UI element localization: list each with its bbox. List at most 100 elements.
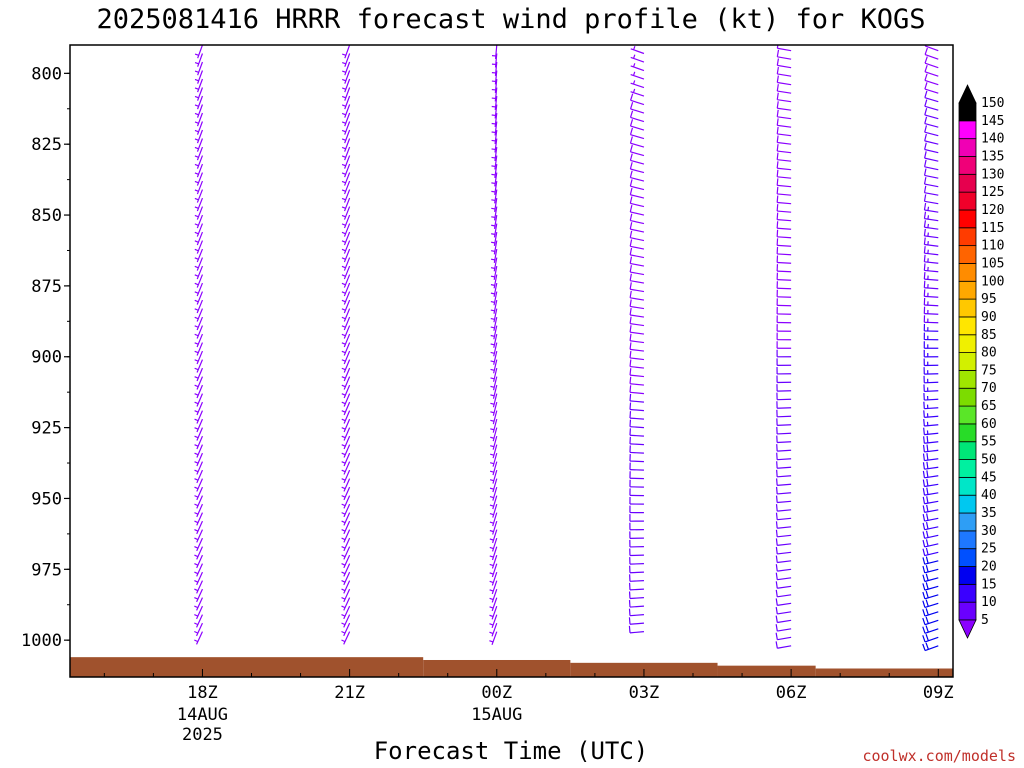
wind-barb [341, 401, 351, 416]
wind-barb [341, 138, 351, 152]
wind-barb [70, 549, 71, 552]
wind-barb [923, 202, 939, 213]
wind-barb [776, 204, 792, 213]
wind-barb [629, 565, 644, 574]
wind-barb [629, 204, 645, 216]
wind-barb [776, 384, 792, 392]
colorbar-swatch [958, 459, 977, 478]
wind-barb [490, 316, 498, 331]
wind-barb [629, 368, 645, 378]
wind-barb [341, 146, 351, 161]
wind-barb [922, 504, 939, 513]
wind-barb [194, 70, 204, 84]
wind-barb [70, 438, 71, 442]
wind-barb [923, 177, 939, 188]
wind-barb [490, 444, 498, 459]
wind-barb [922, 582, 939, 591]
wind-barb [923, 410, 939, 418]
wind-barb [194, 172, 204, 186]
y-tick-label: 900 [31, 348, 62, 368]
wind-barb [776, 298, 792, 307]
wind-barb [194, 486, 203, 501]
wind-barb [491, 70, 498, 85]
wind-barb [341, 257, 351, 271]
wind-barb [775, 598, 792, 606]
wind-barb [70, 370, 71, 374]
wind-barb [341, 529, 351, 543]
wind-barb [629, 428, 644, 437]
wind-barb [341, 214, 351, 229]
wind-barb [70, 404, 71, 408]
wind-barb [629, 385, 645, 395]
wind-barb [629, 213, 645, 225]
wind-barb [341, 580, 351, 594]
wind-barb [341, 163, 351, 178]
wind-barb [194, 605, 203, 620]
wind-barb [629, 350, 645, 361]
x-tick-date: 15AUG [471, 705, 522, 725]
wind-barb [342, 61, 351, 76]
wind-barb [70, 362, 71, 366]
wind-barb [923, 237, 939, 247]
wind-barb [490, 350, 498, 365]
wind-barb [922, 513, 939, 522]
wind-barb [629, 290, 645, 301]
wind-barb [630, 71, 645, 80]
wind-barb [775, 521, 792, 529]
wind-barb [923, 289, 939, 298]
wind-barb [491, 104, 498, 119]
wind-barb [922, 556, 939, 565]
colorbar-label: 10 [981, 595, 997, 610]
wind-barb [341, 614, 351, 628]
wind-barb [194, 520, 203, 535]
wind-barb [776, 341, 792, 349]
wind-barb [70, 379, 71, 383]
colorbar-label: 85 [981, 328, 997, 343]
wind-barb [194, 299, 204, 314]
wind-barb [775, 504, 792, 512]
wind-barb [341, 231, 351, 246]
wind-barb [194, 265, 204, 280]
wind-barb [629, 462, 644, 471]
wind-barb [923, 297, 939, 307]
wind-barb [194, 325, 204, 339]
wind-barb [922, 530, 939, 539]
colorbar-label: 75 [981, 363, 997, 378]
wind-barb [776, 212, 792, 222]
wind-barb [490, 265, 498, 280]
wind-barb [630, 54, 645, 63]
wind-barb [341, 316, 351, 331]
wind-barb [194, 333, 204, 348]
wind-barb [923, 323, 939, 332]
wind-barb [629, 265, 645, 276]
wind-barb [194, 393, 204, 407]
wind-barb [629, 411, 644, 420]
x-tick-label: 21Z [334, 683, 365, 703]
wind-barb [923, 315, 939, 324]
wind-barb [341, 554, 351, 569]
colorbar-swatch [958, 334, 977, 353]
colorbar-label: 25 [981, 542, 997, 557]
wind-barb [490, 418, 498, 433]
wind-barb [776, 118, 792, 128]
wind-barb [629, 479, 644, 488]
wind-barb [628, 600, 644, 608]
wind-barb [776, 469, 792, 478]
wind-barb [341, 325, 351, 339]
wind-barb [628, 617, 644, 625]
wind-barb [923, 228, 939, 239]
colorbar-label: 5 [981, 613, 989, 628]
wind-barb [776, 161, 792, 171]
wind-barb [628, 608, 644, 617]
colorbar-label: 60 [981, 417, 997, 432]
ground-terrain [815, 668, 953, 677]
wind-barb [489, 478, 498, 493]
wind-barb [628, 591, 644, 600]
wind-barb [490, 240, 498, 255]
x-tick-label: 18Z [187, 683, 218, 703]
credit-link[interactable]: coolwx.com/models [862, 747, 1016, 765]
wind-barb [490, 410, 498, 425]
wind-barb [924, 108, 939, 120]
x-tick-year: 2025 [182, 725, 223, 745]
wind-barb [629, 342, 645, 352]
